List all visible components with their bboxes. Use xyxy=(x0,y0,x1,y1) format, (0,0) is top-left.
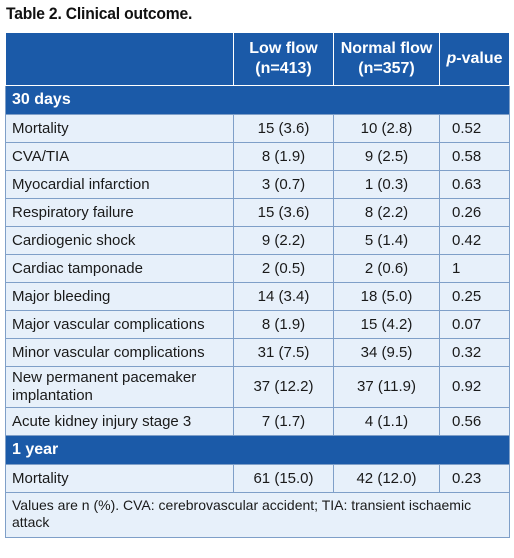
outcome-cell: Myocardial infarction xyxy=(5,170,234,199)
p-value-cell: 0.52 xyxy=(439,114,510,143)
normal-flow-cell: 2 (0.6) xyxy=(333,254,440,283)
table-row: Cardiogenic shock 9 (2.2) 5 (1.4) 0.42 xyxy=(5,226,510,255)
low-flow-cell: 15 (3.6) xyxy=(233,198,334,227)
header-low-flow-n: (n=413) xyxy=(255,60,312,77)
normal-flow-cell: 15 (4.2) xyxy=(333,310,440,339)
table-title: Table 2. Clinical outcome. xyxy=(6,4,193,23)
table-row: Minor vascular complications 31 (7.5) 34 (… xyxy=(5,338,510,367)
low-flow-cell: 15 (3.6) xyxy=(233,114,334,143)
section-label: 30 days xyxy=(5,85,510,115)
p-value-cell: 0.07 xyxy=(439,310,510,339)
normal-flow-cell: 5 (1.4) xyxy=(333,226,440,255)
header-row: Low flow (n=413) Normal flow (n=357) p-v… xyxy=(5,32,510,86)
header-normal-flow-label: Normal flow xyxy=(340,40,433,57)
low-flow-cell: 61 (15.0) xyxy=(233,464,334,493)
header-p-rest: -value xyxy=(456,50,503,67)
table-row: Major bleeding 14 (3.4) 18 (5.0) 0.25 xyxy=(5,282,510,311)
low-flow-cell: 9 (2.2) xyxy=(233,226,334,255)
normal-flow-cell: 37 (11.9) xyxy=(333,366,440,408)
table-row: CVA/TIA 8 (1.9) 9 (2.5) 0.58 xyxy=(5,142,510,171)
normal-flow-cell: 9 (2.5) xyxy=(333,142,440,171)
header-p-italic: p xyxy=(446,50,457,67)
low-flow-cell: 2 (0.5) xyxy=(233,254,334,283)
low-flow-cell: 7 (1.7) xyxy=(233,407,334,436)
header-p-value: p-value xyxy=(439,32,510,86)
table-row: Major vascular complications 8 (1.9) 15 (4… xyxy=(5,310,510,339)
table-row: Myocardial infarction 3 (0.7) 1 (0.3) 0.63 xyxy=(5,170,510,199)
normal-flow-cell: 1 (0.3) xyxy=(333,170,440,199)
p-value-cell: 0.92 xyxy=(439,366,510,408)
normal-flow-cell: 4 (1.1) xyxy=(333,407,440,436)
normal-flow-cell: 10 (2.8) xyxy=(333,114,440,143)
outcome-cell: Minor vascular complications xyxy=(5,338,234,367)
header-outcome xyxy=(5,32,234,86)
section-row: 30 days xyxy=(5,85,510,115)
p-value-cell: 1 xyxy=(439,254,510,283)
p-value-cell: 0.25 xyxy=(439,282,510,311)
low-flow-cell: 8 (1.9) xyxy=(233,142,334,171)
low-flow-cell: 3 (0.7) xyxy=(233,170,334,199)
outcome-cell: Mortality xyxy=(5,114,234,143)
low-flow-cell: 14 (3.4) xyxy=(233,282,334,311)
table-row: Respiratory failure 15 (3.6) 8 (2.2) 0.26 xyxy=(5,198,510,227)
p-value-cell: 0.58 xyxy=(439,142,510,171)
table-row: Mortality 15 (3.6) 10 (2.8) 0.52 xyxy=(5,114,510,143)
p-value-cell: 0.32 xyxy=(439,338,510,367)
header-low-flow-label: Low flow xyxy=(249,40,318,57)
low-flow-cell: 31 (7.5) xyxy=(233,338,334,367)
outcome-cell: Respiratory failure xyxy=(5,198,234,227)
outcome-cell: New permanent pacemaker implantation xyxy=(5,366,234,408)
outcome-cell: CVA/TIA xyxy=(5,142,234,171)
table-row: New permanent pacemaker implantation 37 (… xyxy=(5,366,510,408)
low-flow-cell: 37 (12.2) xyxy=(233,366,334,408)
header-normal-flow-n: (n=357) xyxy=(358,60,415,77)
table-row: Cardiac tamponade 2 (0.5) 2 (0.6) 1 xyxy=(5,254,510,283)
outcome-cell: Major vascular complications xyxy=(5,310,234,339)
p-value-cell: 0.42 xyxy=(439,226,510,255)
table-row: Mortality 61 (15.0) 42 (12.0) 0.23 xyxy=(5,464,510,493)
normal-flow-cell: 8 (2.2) xyxy=(333,198,440,227)
outcome-cell: Mortality xyxy=(5,464,234,493)
header-normal-flow: Normal flow (n=357) xyxy=(333,32,440,86)
table-footnote: Values are n (%). CVA: cerebrovascular a… xyxy=(5,492,510,538)
header-low-flow: Low flow (n=413) xyxy=(233,32,334,86)
p-value-cell: 0.26 xyxy=(439,198,510,227)
normal-flow-cell: 42 (12.0) xyxy=(333,464,440,493)
normal-flow-cell: 18 (5.0) xyxy=(333,282,440,311)
outcome-cell: Acute kidney injury stage 3 xyxy=(5,407,234,436)
low-flow-cell: 8 (1.9) xyxy=(233,310,334,339)
section-row: 1 year xyxy=(5,435,510,465)
section-label: 1 year xyxy=(5,435,510,465)
clinical-outcome-table: Low flow (n=413) Normal flow (n=357) p-v… xyxy=(5,32,510,538)
p-value-cell: 0.63 xyxy=(439,170,510,199)
outcome-cell: Cardiac tamponade xyxy=(5,254,234,283)
normal-flow-cell: 34 (9.5) xyxy=(333,338,440,367)
outcome-cell: Cardiogenic shock xyxy=(5,226,234,255)
outcome-cell: Major bleeding xyxy=(5,282,234,311)
p-value-cell: 0.23 xyxy=(439,464,510,493)
p-value-cell: 0.56 xyxy=(439,407,510,436)
